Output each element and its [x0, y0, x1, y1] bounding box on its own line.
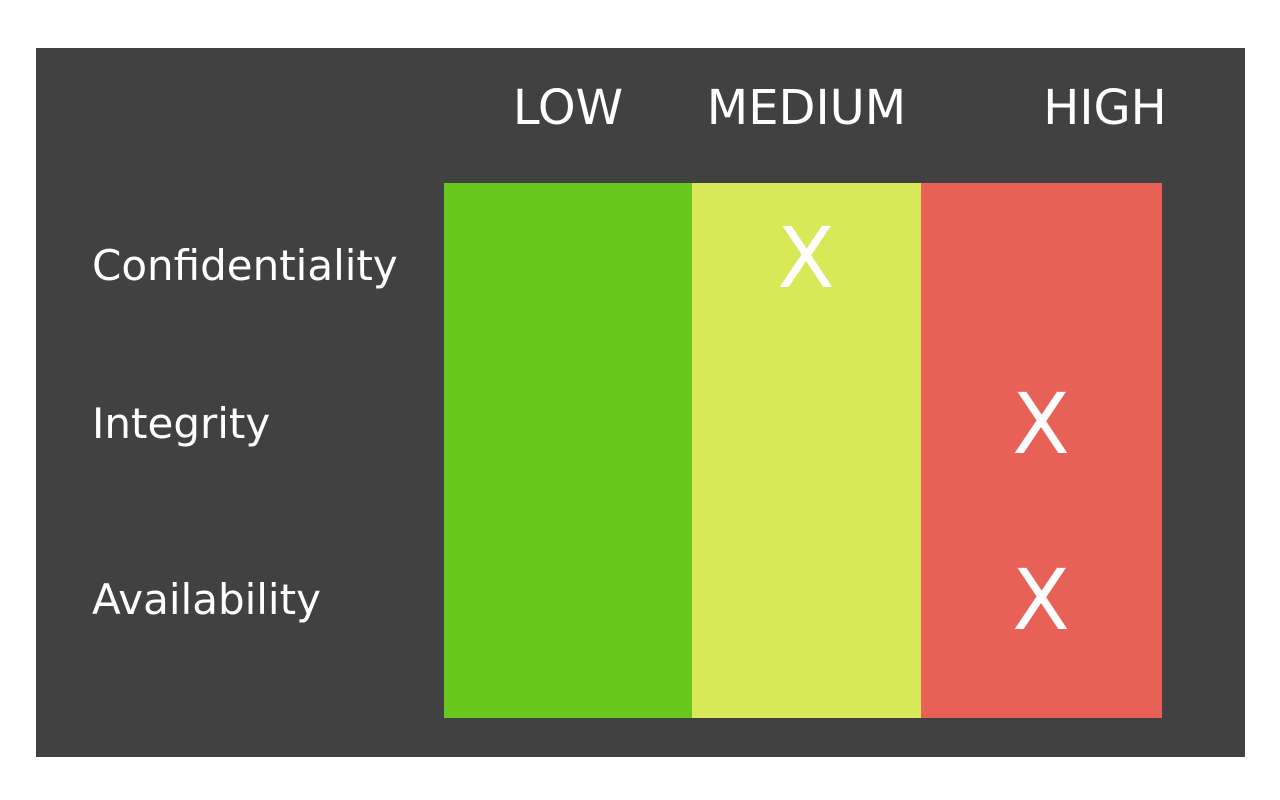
column-header-high: HIGH: [1043, 80, 1167, 136]
column-header-medium: MEDIUM: [706, 80, 907, 136]
low-band: [444, 183, 692, 718]
row-label-confidentiality: Confidentiality: [92, 241, 398, 290]
high-band: [921, 183, 1162, 718]
column-header-low: LOW: [512, 80, 624, 136]
integrity-mark: X: [1012, 375, 1070, 473]
row-label-integrity: Integrity: [92, 399, 271, 448]
medium-band: [692, 183, 921, 718]
row-label-availability: Availability: [92, 575, 321, 624]
availability-mark: X: [1012, 551, 1070, 649]
confidentiality-mark: X: [777, 209, 835, 307]
